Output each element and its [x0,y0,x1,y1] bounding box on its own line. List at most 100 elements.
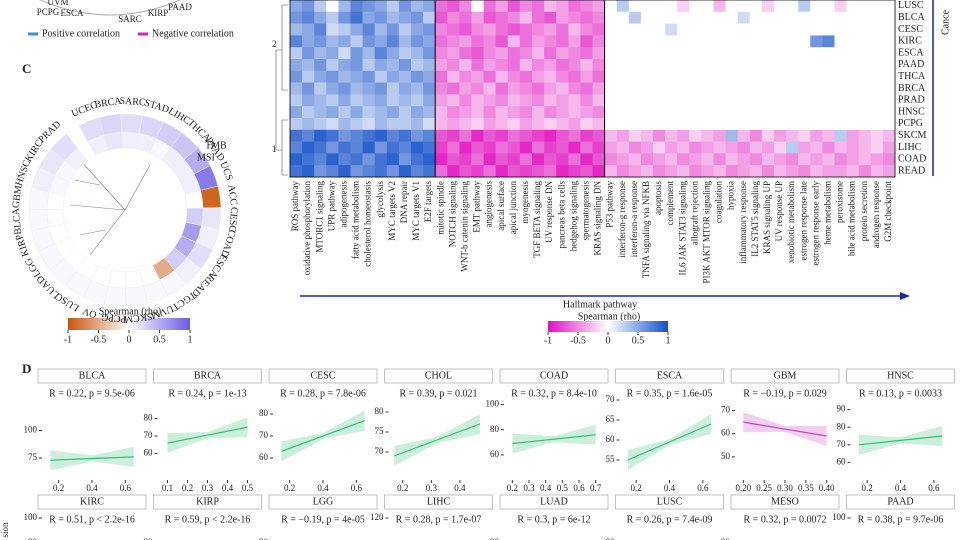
row-label: PRAD [898,95,925,106]
msi-cell [46,209,65,228]
heat-cell [314,59,327,72]
heat-cell [398,47,412,60]
heat-cell [568,59,581,72]
heat-cell [749,94,763,107]
heat-cell [774,35,787,48]
heat-cell [398,35,412,48]
heat-cell [822,141,835,154]
heat-cell [386,106,400,119]
heat-cell [338,118,351,131]
heat-cell [326,141,339,154]
heat-cell [471,47,484,60]
cancer-label: BLCA [10,207,24,235]
heat-cell [749,70,763,83]
heat-cell [870,129,884,142]
ring-label: MSI [197,152,215,163]
heat-cell [471,141,484,154]
row-label: BRCA [898,83,926,94]
heat-cell [471,70,484,83]
heat-cell [580,94,593,107]
heat-cell [290,47,303,60]
heat-cell [507,70,521,83]
heat-cell [882,94,896,107]
heat-cell [774,70,787,83]
legend-tick-label: 0 [127,334,132,345]
heat-cell [725,106,738,119]
heat-cell [519,82,533,95]
heat-cell [810,59,823,72]
heat-cell [834,23,847,36]
heat-cell [798,11,811,24]
heat-cell [822,153,835,166]
heat-cell [302,70,315,83]
heat-cell [653,11,666,24]
heat-cell [350,70,363,83]
heat-cell [786,141,799,154]
heat-cell [653,118,666,131]
row-label: PCPG [898,118,923,129]
heat-cell [314,106,327,119]
column-label: bile acid metabolism [847,181,857,256]
heat-cell [447,23,460,36]
heat-cell [544,129,557,142]
fit-line [512,434,596,445]
heatmap-dendrogram [275,4,288,176]
heat-cell [689,47,702,60]
cancer-label: KIRP [14,232,32,258]
heat-cell [822,70,835,83]
heat-cell [749,153,763,166]
heat-cell [544,59,557,72]
heat-cell [774,106,787,119]
heat-cell [326,118,339,131]
stat-label: R = 0.24, p = 1e-13 [168,388,246,399]
heat-cell [362,0,375,13]
heat-cell [580,0,593,13]
legend-label: Negative correlation [152,28,234,39]
heat-cell [471,94,484,107]
heat-cell [653,0,666,13]
heat-cell [774,118,787,131]
heat-cell [411,59,424,72]
column-label: oxidative phosphorylation [302,181,312,276]
heat-cell [338,82,351,95]
heat-cell [326,70,339,83]
y-tick-label: 100 [832,512,846,522]
heat-cell [447,106,460,119]
heat-cell [302,129,315,142]
panel-strip [384,494,493,510]
heat-cell [798,47,811,60]
heat-cell [495,11,509,24]
heat-cell [737,11,751,24]
y-tick-label: 90 [606,537,616,540]
heat-cell [846,47,859,60]
heat-cell [616,59,630,72]
heat-cell [519,11,533,24]
column-label: adipogenesis [339,181,349,228]
heat-cell [362,165,375,178]
heat-cell [628,82,642,95]
heat-cell [483,23,496,36]
heat-cell [882,59,896,72]
heat-cell [544,23,557,36]
heat-cell [870,0,884,13]
heat-cell [749,82,763,95]
heat-cell [350,129,363,142]
stat-label: R = 0.3, p = 6e-12 [517,514,590,525]
heat-cell [689,106,702,119]
heat-cell [592,106,605,119]
heat-cell [725,94,738,107]
heat-cell [459,23,472,36]
x-tick-label: 0.4 [86,483,98,493]
y-tick-label: 120 [370,512,384,522]
column-label: DNA repair [399,181,409,223]
heat-cell [786,0,799,13]
heat-cell [435,0,448,13]
column-label: KRAS signaling UP [762,181,772,254]
heat-cell [774,129,787,142]
stat-label: R = 0.13, p = 0.0033 [859,388,942,399]
column-label: KRAS signaling DN [593,181,603,256]
heat-cell [374,35,388,48]
heat-cell [689,129,702,142]
y-axis-label: sion [0,522,10,538]
heat-cell [798,82,811,95]
